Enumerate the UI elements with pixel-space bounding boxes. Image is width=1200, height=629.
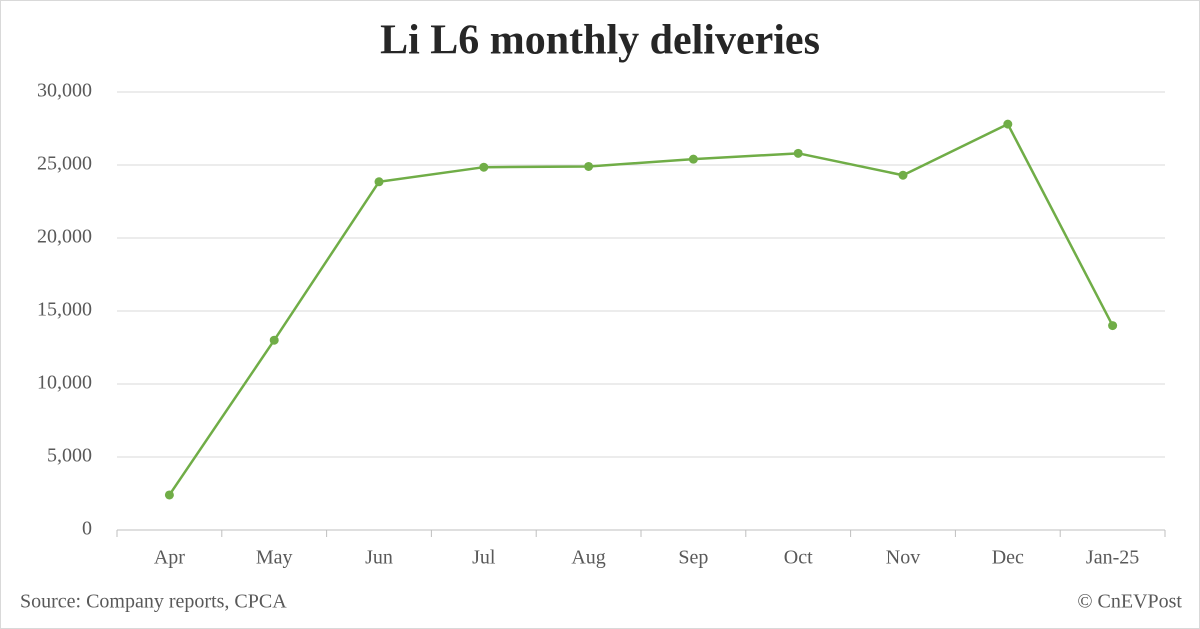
data-point: [584, 161, 594, 171]
y-tick-label: 30,000: [37, 80, 92, 102]
data-point: [269, 335, 279, 345]
x-tick-label: Jul: [472, 547, 496, 569]
chart-title: Li L6 monthly deliveries: [380, 18, 820, 64]
credit: © CnEVPost: [1077, 591, 1182, 613]
x-tick-label: Oct: [784, 547, 813, 569]
x-tick-label: Jan-25: [1086, 547, 1139, 569]
data-point: [1108, 321, 1118, 331]
x-tick-label: Dec: [992, 547, 1024, 569]
data-point: [793, 148, 803, 158]
y-tick-label: 20,000: [37, 226, 92, 248]
y-tick-label: 25,000: [37, 153, 92, 175]
data-point: [374, 177, 384, 187]
x-tick-label: May: [256, 547, 293, 569]
y-tick-label: 5,000: [47, 445, 92, 467]
data-point: [479, 162, 489, 172]
data-point: [688, 154, 698, 164]
y-tick-label: 15,000: [37, 299, 92, 321]
x-tick-label: Apr: [154, 547, 185, 569]
data-point: [164, 490, 174, 500]
y-tick-label: 0: [82, 518, 92, 540]
data-point: [1003, 119, 1013, 129]
series-line: [168, 122, 1114, 496]
x-tick-label: Nov: [886, 547, 920, 569]
source-note: Source: Company reports, CPCA: [20, 591, 287, 613]
x-tick-label: Aug: [571, 547, 605, 569]
data-point: [898, 170, 908, 180]
y-tick-label: 10,000: [37, 372, 92, 394]
x-tick-label: Sep: [678, 547, 708, 569]
x-tick-label: Jun: [365, 547, 393, 569]
